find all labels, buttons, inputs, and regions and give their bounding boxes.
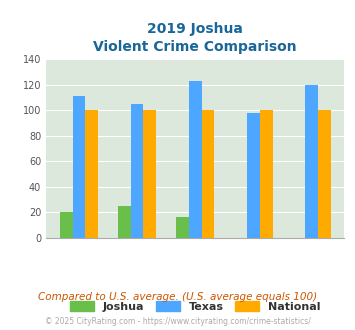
Bar bbox=[176, 217, 189, 238]
Bar bbox=[202, 110, 214, 238]
Bar bbox=[131, 104, 143, 238]
Bar bbox=[118, 206, 131, 238]
Bar bbox=[189, 81, 202, 238]
Text: © 2025 CityRating.com - https://www.cityrating.com/crime-statistics/: © 2025 CityRating.com - https://www.city… bbox=[45, 317, 310, 326]
Bar bbox=[72, 96, 85, 238]
Bar bbox=[260, 110, 273, 238]
Bar bbox=[318, 110, 331, 238]
Legend: Joshua, Texas, National: Joshua, Texas, National bbox=[65, 297, 325, 316]
Bar bbox=[60, 212, 72, 238]
Bar bbox=[247, 113, 260, 238]
Text: Compared to U.S. average. (U.S. average equals 100): Compared to U.S. average. (U.S. average … bbox=[38, 292, 317, 302]
Bar bbox=[85, 110, 98, 238]
Bar bbox=[143, 110, 156, 238]
Bar bbox=[305, 85, 318, 238]
Title: 2019 Joshua
Violent Crime Comparison: 2019 Joshua Violent Crime Comparison bbox=[93, 22, 297, 54]
